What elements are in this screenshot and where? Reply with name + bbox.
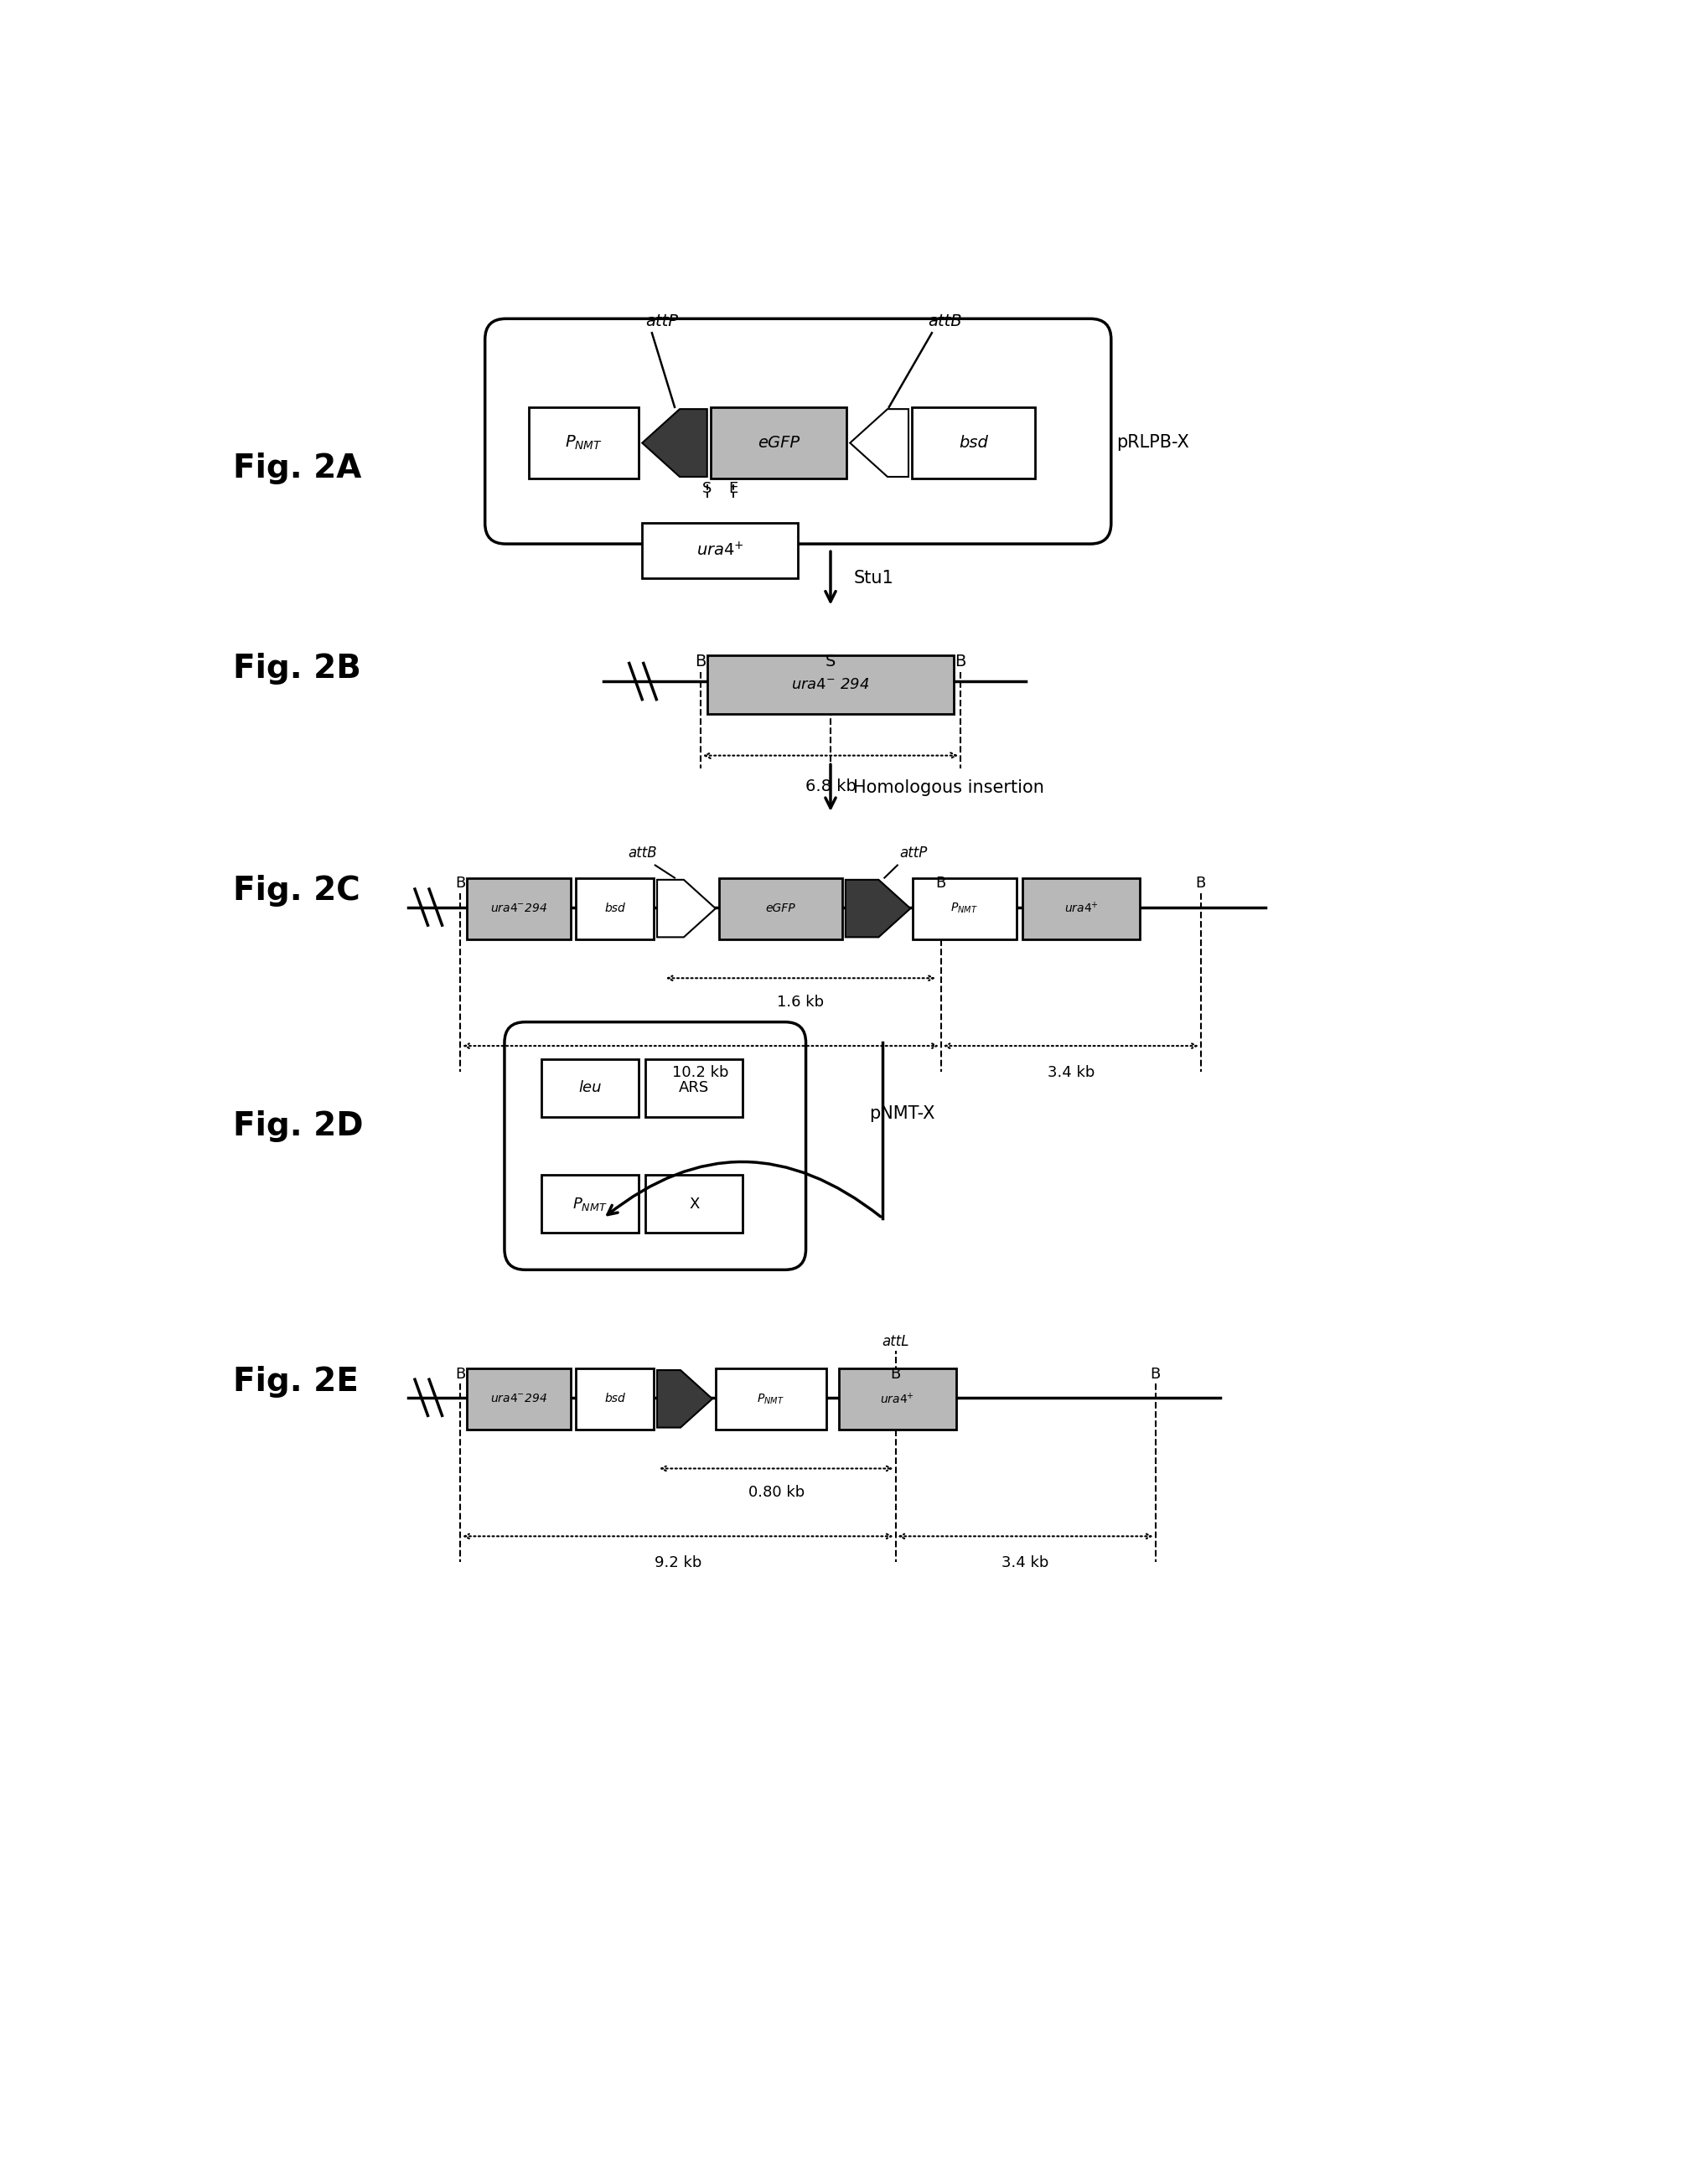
Text: 9.2 kb: 9.2 kb bbox=[654, 1555, 702, 1570]
Bar bbox=[528, 406, 639, 478]
Bar bbox=[912, 877, 1016, 938]
Text: bsd: bsd bbox=[605, 1392, 625, 1405]
Polygon shape bbox=[658, 880, 716, 936]
Bar bbox=[707, 656, 955, 715]
Text: E: E bbox=[728, 482, 738, 497]
Bar bbox=[1023, 877, 1139, 938]
Text: $P_{NMT}$: $P_{NMT}$ bbox=[565, 434, 603, 452]
Bar bbox=[912, 406, 1035, 478]
Text: B: B bbox=[890, 1366, 900, 1381]
Text: leu: leu bbox=[579, 1079, 601, 1095]
Polygon shape bbox=[851, 408, 909, 478]
Text: ARS: ARS bbox=[680, 1079, 709, 1095]
Text: eGFP: eGFP bbox=[765, 904, 796, 914]
Text: B: B bbox=[1196, 875, 1206, 891]
Polygon shape bbox=[658, 1371, 712, 1427]
Text: 0.80 kb: 0.80 kb bbox=[748, 1486, 804, 1499]
Text: $ura4^{+}$: $ura4^{+}$ bbox=[1064, 901, 1098, 917]
Text: $P_{NMT}$: $P_{NMT}$ bbox=[572, 1195, 608, 1212]
Bar bbox=[541, 1058, 639, 1116]
Bar bbox=[646, 1058, 743, 1116]
Bar bbox=[466, 1368, 570, 1429]
Text: Fig. 2B: Fig. 2B bbox=[232, 652, 360, 684]
Text: B: B bbox=[695, 654, 705, 669]
Bar bbox=[541, 1175, 639, 1234]
Text: 10.2 kb: 10.2 kb bbox=[673, 1064, 729, 1079]
Text: Fig. 2D: Fig. 2D bbox=[232, 1110, 364, 1142]
Bar bbox=[466, 877, 570, 938]
Text: Fig. 2A: Fig. 2A bbox=[232, 452, 362, 484]
Text: 3.4 kb: 3.4 kb bbox=[1047, 1064, 1095, 1079]
Text: pRLPB-X: pRLPB-X bbox=[1117, 434, 1189, 452]
Bar bbox=[576, 1368, 654, 1429]
Text: $ura4^{-}$294: $ura4^{-}$294 bbox=[490, 904, 547, 914]
Text: pNMT-X: pNMT-X bbox=[869, 1106, 934, 1123]
Text: $ura4^{-}$ 294: $ura4^{-}$ 294 bbox=[791, 678, 869, 693]
FancyBboxPatch shape bbox=[485, 319, 1112, 543]
Text: $P_{NMT}$: $P_{NMT}$ bbox=[757, 1392, 784, 1405]
Bar bbox=[642, 523, 798, 578]
Text: Fig. 2E: Fig. 2E bbox=[232, 1366, 359, 1397]
Text: B: B bbox=[955, 654, 967, 669]
Text: S: S bbox=[702, 482, 712, 497]
Text: B: B bbox=[1149, 1366, 1160, 1381]
Text: $ura4^{+}$: $ura4^{+}$ bbox=[697, 541, 745, 560]
Polygon shape bbox=[642, 408, 707, 478]
Polygon shape bbox=[845, 880, 910, 936]
Bar bbox=[711, 406, 847, 478]
Text: 3.4 kb: 3.4 kb bbox=[1003, 1555, 1049, 1570]
Text: attB: attB bbox=[927, 313, 962, 330]
Text: bsd: bsd bbox=[958, 434, 987, 450]
Text: Homologous insertion: Homologous insertion bbox=[854, 780, 1044, 797]
Text: $ura4^{-}$294: $ura4^{-}$294 bbox=[490, 1392, 547, 1405]
Text: Stu1: Stu1 bbox=[854, 569, 893, 586]
Text: B: B bbox=[454, 1366, 466, 1381]
Bar bbox=[576, 877, 654, 938]
Bar bbox=[716, 1368, 827, 1429]
Text: $P_{NMT}$: $P_{NMT}$ bbox=[951, 901, 979, 914]
Text: $ura4^{+}$: $ura4^{+}$ bbox=[880, 1392, 914, 1405]
Text: 1.6 kb: 1.6 kb bbox=[777, 995, 825, 1010]
Text: attL: attL bbox=[881, 1334, 909, 1349]
Text: attB: attB bbox=[627, 845, 656, 860]
Text: S: S bbox=[825, 654, 835, 669]
FancyBboxPatch shape bbox=[504, 1023, 806, 1271]
Text: B: B bbox=[454, 875, 466, 891]
Text: bsd: bsd bbox=[605, 904, 625, 914]
Text: eGFP: eGFP bbox=[758, 434, 799, 450]
Text: attP: attP bbox=[646, 313, 678, 330]
Bar bbox=[839, 1368, 956, 1429]
Text: B: B bbox=[936, 875, 946, 891]
Bar bbox=[646, 1175, 743, 1234]
Text: attP: attP bbox=[900, 845, 927, 860]
Bar bbox=[719, 877, 842, 938]
Text: Fig. 2C: Fig. 2C bbox=[232, 875, 360, 908]
Text: 6.8 kb: 6.8 kb bbox=[804, 778, 856, 795]
Text: X: X bbox=[688, 1197, 699, 1212]
